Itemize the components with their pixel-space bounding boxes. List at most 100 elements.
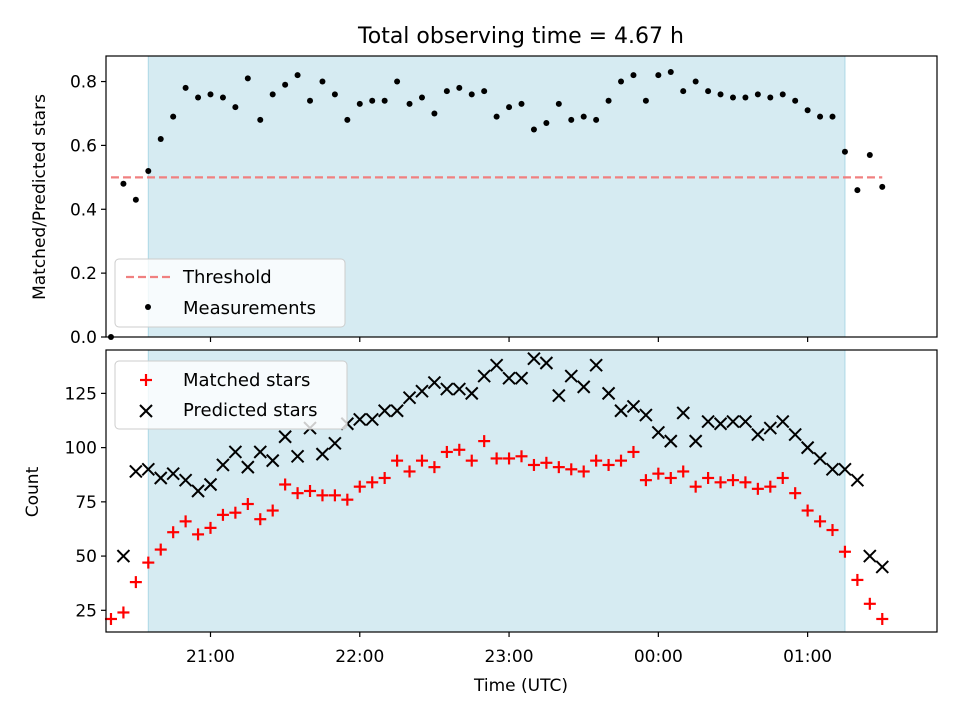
predicted-star-marker: [751, 427, 765, 442]
measurement-point: [481, 88, 488, 95]
measurement-point: [879, 183, 886, 190]
predicted-star-marker: [813, 451, 827, 466]
predicted-star-marker: [191, 484, 205, 498]
predicted-star-marker: [241, 460, 255, 474]
measurement-point: [356, 100, 363, 107]
measurement-point: [680, 88, 687, 95]
predicted-star-marker: [166, 466, 180, 481]
predicted-star-marker: [154, 471, 168, 485]
measurement-points: [107, 68, 886, 340]
predicted-star-marker: [139, 404, 153, 418]
predicted-star-marker: [726, 414, 740, 429]
measurement-point: [705, 88, 712, 95]
predicted-star-marker: [116, 549, 131, 563]
measurement-point: [319, 78, 326, 85]
measurement-point: [817, 113, 824, 120]
predicted-star-marker: [477, 369, 491, 383]
measurement-point: [630, 72, 637, 79]
predicted-star-marker: [838, 462, 852, 477]
y-tick-label: 25: [75, 601, 97, 621]
predicted-star-marker: [365, 412, 379, 427]
predicted-star-marker: [626, 399, 641, 414]
x-tick-label: 22:00: [335, 647, 384, 667]
measurement-point: [742, 94, 749, 101]
measurement-point: [779, 91, 786, 98]
measurement-point: [431, 110, 438, 117]
measurement-point: [729, 94, 736, 101]
top-y-ticks: 0.0 0.2 0.4 0.6 0.8: [70, 73, 106, 348]
predicted-star-marker: [141, 462, 156, 477]
predicted-star-marker: [676, 406, 690, 420]
measurement-point: [307, 97, 314, 104]
measurement-point: [468, 91, 475, 98]
measurement-point: [866, 151, 873, 158]
legend-box: [114, 360, 348, 430]
measurement-point: [754, 91, 761, 98]
measurement-point: [157, 136, 164, 143]
y-tick-label: 100: [65, 439, 97, 459]
measurement-point: [580, 113, 587, 120]
predicted-star-marker: [763, 421, 778, 435]
y-tick-label: 50: [75, 547, 97, 567]
top-panel: 0.00.20.40.60.8 Matched/Predicted stars …: [30, 55, 938, 348]
measurement-point: [804, 107, 811, 114]
measurement-point: [120, 180, 127, 187]
measurement-point: [269, 91, 276, 98]
predicted-star-marker: [415, 384, 429, 398]
chart-title: Total observing time = 4.67 h: [357, 24, 684, 49]
legend-measurement-swatch: [145, 304, 151, 310]
measurement-point: [344, 116, 351, 123]
measurement-point: [381, 97, 388, 104]
measurement-point: [232, 104, 239, 111]
measurement-point: [555, 100, 562, 107]
predicted-star-marker: [452, 382, 467, 396]
predicted-star-marker: [253, 445, 267, 459]
y-tick-label: 75: [75, 493, 97, 513]
measurement-point: [219, 94, 226, 101]
legend-box: [114, 258, 346, 328]
predicted-star-marker: [738, 414, 753, 429]
measurement-point: [506, 104, 513, 111]
predicted-star-marker: [390, 404, 404, 418]
predicted-star-marker: [875, 560, 889, 574]
predicted-star-marker: [639, 408, 653, 422]
y-tick-label: 0.0: [70, 328, 97, 348]
predicted-star-marker: [701, 414, 715, 429]
predicted-star-marker: [688, 434, 703, 448]
measurement-point: [717, 91, 724, 98]
x-tick-label: 00:00: [634, 647, 683, 667]
x-tick-label: 21:00: [186, 647, 235, 667]
predicted-star-marker: [216, 458, 230, 472]
measurement-point: [854, 187, 861, 194]
measurement-point: [767, 94, 774, 101]
predicted-star-marker: [465, 386, 479, 401]
measurement-point: [394, 78, 401, 85]
measurement-point: [257, 116, 264, 123]
bottom-y-axis-label: Count: [23, 466, 43, 517]
predicted-star-marker: [278, 430, 292, 444]
measurement-point: [443, 88, 450, 95]
measurement-point: [841, 148, 848, 155]
predicted-star-marker: [514, 371, 529, 385]
measurement-point: [282, 81, 289, 88]
top-axes-frame: [105, 55, 938, 338]
measurement-point: [642, 97, 649, 104]
predicted-star-marker: [228, 445, 243, 459]
measurement-point: [145, 167, 152, 174]
predicted-star-marker: [863, 549, 877, 563]
measurement-point: [406, 100, 413, 107]
predicted-star-marker: [576, 380, 591, 394]
measurement-point: [294, 72, 301, 79]
predicted-star-marker: [315, 447, 330, 461]
measurement-point: [207, 91, 214, 98]
measurement-point: [543, 120, 550, 127]
measurement-point: [182, 84, 189, 91]
x-tick-label: 23:00: [485, 647, 534, 667]
top-legend: Threshold Measurements: [114, 258, 346, 328]
measurement-point: [568, 116, 575, 123]
measurement-point: [667, 68, 674, 75]
predicted-star-marker: [614, 404, 628, 418]
x-axis-label: Time (UTC): [473, 676, 568, 696]
predicted-star-marker: [527, 351, 541, 366]
